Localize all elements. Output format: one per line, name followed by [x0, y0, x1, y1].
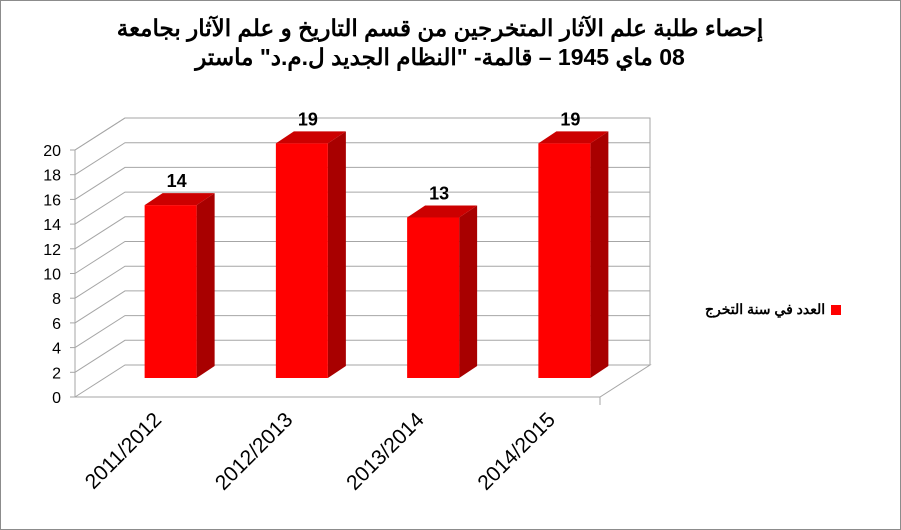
bar-side — [327, 131, 346, 378]
data-label: 13 — [429, 183, 449, 203]
bar-front — [407, 217, 460, 378]
x-axis-ticks: 2011/2012 2012/2013 2013/2014 2014/2015 — [81, 408, 560, 495]
gridline — [74, 166, 650, 200]
floor — [73, 364, 652, 398]
bar-top — [144, 193, 215, 206]
legend-swatch — [831, 304, 842, 315]
bars — [144, 131, 609, 378]
y-tick-label: 10 — [43, 267, 61, 284]
x-tick-label: 2013/2014 — [342, 408, 429, 495]
gridline — [74, 142, 650, 176]
y-tick-label: 14 — [43, 217, 61, 234]
gridline — [74, 191, 650, 225]
x-tick-label: 2011/2012 — [81, 408, 166, 493]
legend: العدد في سنة التخرج — [705, 301, 842, 318]
y-tick-label: 18 — [43, 168, 61, 185]
bar-top — [538, 131, 609, 144]
y-tick-label: 2 — [52, 365, 61, 382]
legend-label: العدد في سنة التخرج — [705, 301, 826, 317]
y-tick-label: 4 — [52, 341, 61, 358]
data-label: 19 — [560, 109, 580, 129]
y-tick-label: 12 — [43, 242, 61, 259]
bar — [275, 131, 346, 378]
y-tick-label: 0 — [52, 390, 61, 407]
data-label: 19 — [298, 109, 318, 129]
gridline — [74, 117, 650, 151]
y-tick-label: 20 — [43, 143, 61, 160]
x-tick-label: 2014/2015 — [473, 408, 559, 494]
data-label: 14 — [167, 171, 187, 191]
bar — [407, 205, 478, 378]
y-tick-label: 16 — [43, 192, 61, 209]
chart-title-line-1: إحصاء طلبة علم الآثار المتخرجين من قسم ا… — [116, 15, 764, 41]
chart-title-line-2: 08 ماي 1945 – قالمة- "النظام الجديد ل.م.… — [195, 44, 685, 70]
y-tick-label: 6 — [52, 316, 61, 333]
x-tick-label: 2012/2013 — [211, 408, 297, 494]
bar-side — [196, 193, 215, 378]
bar-side — [459, 205, 478, 378]
bar-front — [275, 143, 328, 378]
bar — [144, 193, 215, 378]
bar-front — [144, 205, 197, 378]
chart-title: إحصاء طلبة علم الآثار المتخرجين من قسم ا… — [80, 14, 800, 72]
bar — [538, 131, 609, 378]
data-labels: 14 19 13 19 — [167, 109, 581, 203]
y-axis-ticks: 0 2 4 6 8 10 12 14 16 18 20 — [43, 143, 75, 407]
y-tick-label: 8 — [52, 291, 61, 308]
bar-front — [538, 143, 591, 378]
bar-top — [407, 205, 478, 218]
bar-top — [275, 131, 346, 144]
bar-side — [590, 131, 609, 378]
